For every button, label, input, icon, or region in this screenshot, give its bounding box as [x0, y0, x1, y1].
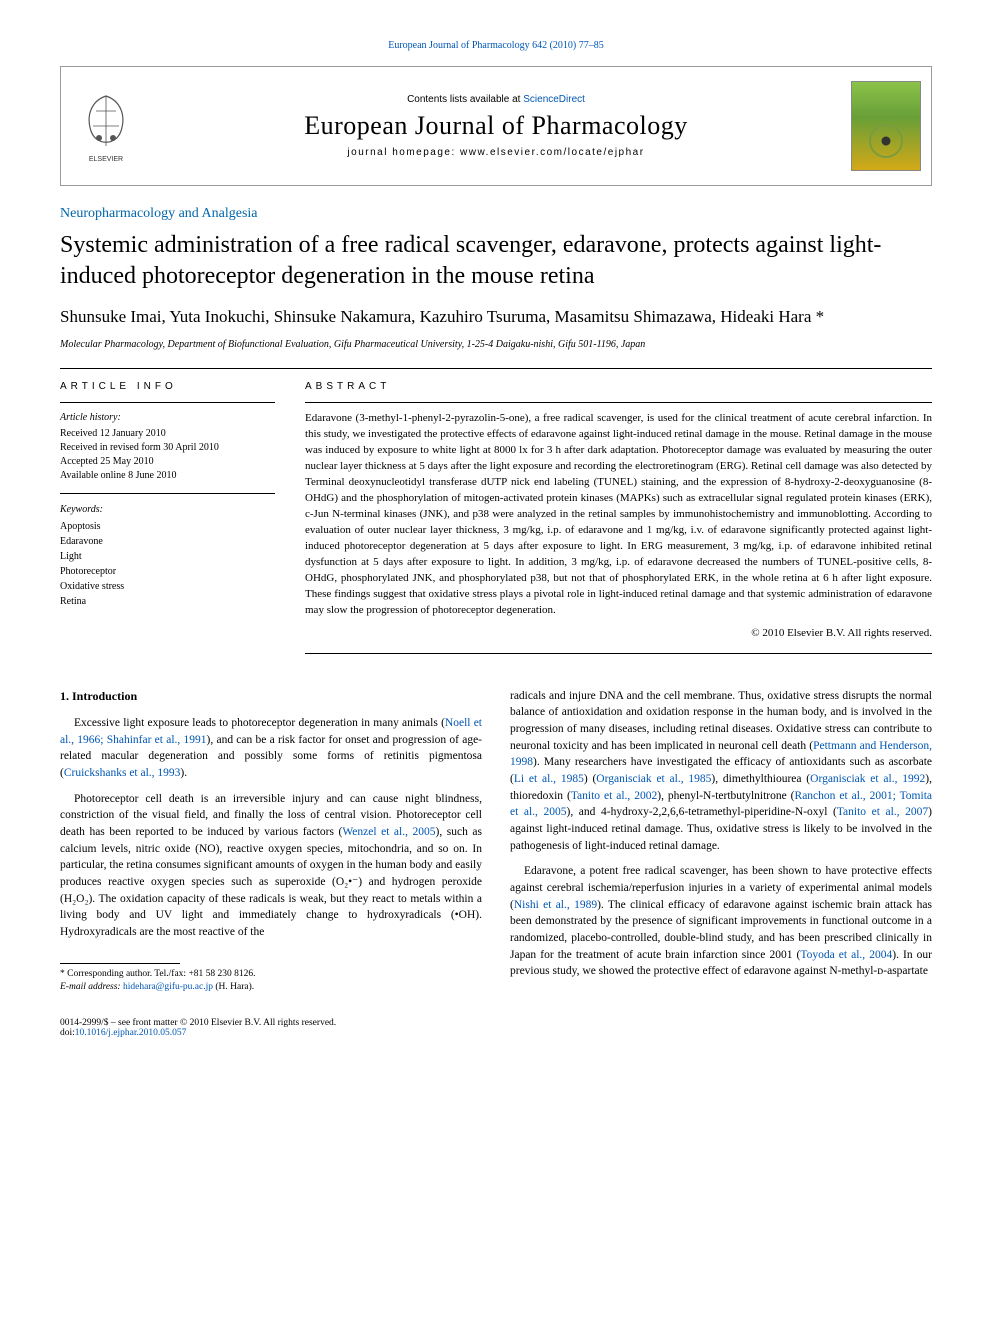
section-label: Neuropharmacology and Analgesia: [60, 206, 932, 222]
top-citation: European Journal of Pharmacology 642 (20…: [60, 40, 932, 51]
citation-link[interactable]: Organisciak et al., 1992: [810, 773, 925, 785]
revised-date: Received in revised form 30 April 2010: [60, 441, 275, 455]
keyword: Oxidative stress: [60, 579, 275, 594]
sciencedirect-link[interactable]: ScienceDirect: [523, 94, 585, 105]
journal-header: ELSEVIER Contents lists available at Sci…: [60, 66, 932, 186]
homepage-url[interactable]: www.elsevier.com/locate/ejphar: [460, 147, 645, 158]
citation-link[interactable]: Cruickshanks et al., 1993: [64, 767, 181, 779]
body-paragraph: Excessive light exposure leads to photor…: [60, 715, 482, 782]
keyword: Retina: [60, 594, 275, 609]
contents-line: Contents lists available at ScienceDirec…: [407, 94, 585, 105]
history-label: Article history:: [60, 411, 275, 425]
keyword: Photoreceptor: [60, 564, 275, 579]
affiliation: Molecular Pharmacology, Department of Bi…: [60, 339, 932, 350]
body-paragraph: Photoreceptor cell death is an irreversi…: [60, 791, 482, 941]
received-date: Received 12 January 2010: [60, 427, 275, 441]
keyword: Edaravone: [60, 534, 275, 549]
citation-link[interactable]: Tanito et al., 2002: [571, 790, 657, 802]
footnote-rule: [60, 963, 180, 964]
citation-link[interactable]: Tanito et al., 2007: [837, 806, 928, 818]
body-paragraph: radicals and injure DNA and the cell mem…: [510, 688, 932, 855]
page-footer: 0014-2999/$ – see front matter © 2010 El…: [60, 1018, 932, 1038]
online-date: Available online 8 June 2010: [60, 469, 275, 483]
elsevier-logo: ELSEVIER: [61, 67, 151, 185]
issn-line: 0014-2999/$ – see front matter © 2010 El…: [60, 1018, 336, 1028]
accepted-date: Accepted 25 May 2010: [60, 455, 275, 469]
article-info-heading: ARTICLE INFO: [60, 381, 275, 392]
corresponding-author-footnote: * Corresponding author. Tel./fax: +81 58…: [60, 968, 482, 995]
keywords-label: Keywords:: [60, 502, 275, 517]
citation-link[interactable]: Li et al., 1985: [514, 773, 584, 785]
introduction-heading: 1. Introduction: [60, 688, 482, 705]
keyword: Light: [60, 549, 275, 564]
journal-name: European Journal of Pharmacology: [304, 111, 688, 141]
top-rule: [60, 368, 932, 369]
article-info-column: ARTICLE INFO Article history: Received 1…: [60, 381, 275, 661]
citation-link[interactable]: Nishi et al., 1989: [514, 899, 597, 911]
keyword: Apoptosis: [60, 519, 275, 534]
abstract-column: ABSTRACT Edaravone (3-methyl-1-phenyl-2-…: [305, 381, 932, 661]
body-paragraph: Edaravone, a potent free radical scaveng…: [510, 863, 932, 980]
email-link[interactable]: hidehara@gifu-pu.ac.jp: [123, 982, 213, 992]
article-title: Systemic administration of a free radica…: [60, 230, 932, 292]
doi-link[interactable]: 10.1016/j.ejphar.2010.05.057: [75, 1028, 187, 1038]
abstract-copyright: © 2010 Elsevier B.V. All rights reserved…: [305, 627, 932, 639]
article-body: 1. Introduction Excessive light exposure…: [60, 688, 932, 995]
citation-link[interactable]: Organisciak et al., 1985: [596, 773, 711, 785]
citation-link[interactable]: Toyoda et al., 2004: [800, 949, 892, 961]
journal-cover-thumb: [841, 67, 931, 185]
svg-text:ELSEVIER: ELSEVIER: [89, 156, 123, 163]
abstract-heading: ABSTRACT: [305, 381, 932, 392]
authors-list: Shunsuke Imai, Yuta Inokuchi, Shinsuke N…: [60, 306, 932, 329]
abstract-text: Edaravone (3-methyl-1-phenyl-2-pyrazolin…: [305, 411, 932, 618]
homepage-line: journal homepage: www.elsevier.com/locat…: [347, 147, 644, 158]
citation-link[interactable]: Wenzel et al., 2005: [342, 826, 435, 838]
top-citation-link[interactable]: European Journal of Pharmacology 642 (20…: [388, 40, 604, 51]
